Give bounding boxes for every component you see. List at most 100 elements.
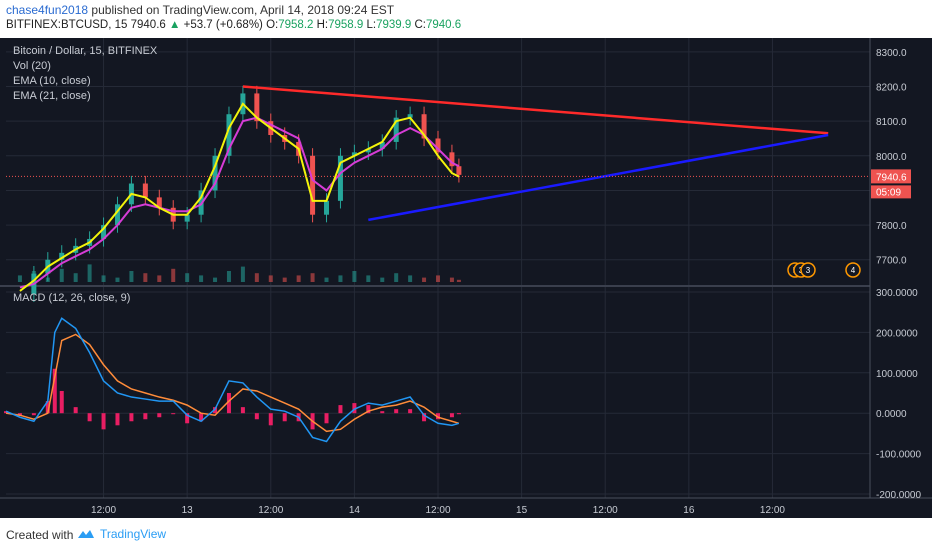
macd-histogram-bar: [52, 368, 57, 414]
volume-bar: [408, 275, 413, 282]
price-change: +53.7 (+0.68%): [183, 19, 263, 31]
candle-body: [337, 155, 343, 201]
macd-histogram-bar: [4, 411, 8, 414]
candle-body: [114, 204, 120, 226]
low-value: 7939.9: [376, 19, 412, 31]
trading-chart[interactable]: 5334 7700.07800.07900.08000.08100.08200.…: [0, 38, 932, 518]
volume-bar: [171, 268, 176, 282]
volume-bar: [394, 273, 399, 282]
chart-area[interactable]: 5334 7700.07800.07900.08000.08100.08200.…: [0, 38, 932, 518]
footer: Created with TradingView: [0, 518, 932, 550]
vol-legend[interactable]: Vol (20): [13, 60, 51, 72]
macd-histogram-bar: [394, 409, 399, 414]
macd-histogram-bar: [352, 403, 357, 414]
time-tick-label: 12:00: [425, 505, 450, 516]
candle-body: [226, 114, 232, 156]
macd-histogram-bar: [213, 407, 218, 414]
chart-title: Bitcoin / Dollar, 15, BITFINEX: [13, 45, 158, 57]
macd-histogram-bar: [456, 413, 461, 415]
candle-body: [142, 183, 148, 198]
candle-body: [449, 152, 455, 167]
volume-bar: [352, 271, 357, 282]
volume-bar: [199, 275, 204, 282]
volume-bar: [268, 275, 273, 282]
candle-body: [421, 114, 427, 139]
publish-text: published on TradingView.com, April 14, …: [91, 3, 395, 17]
volume-bar: [213, 277, 218, 282]
event-badge-count: 3: [806, 266, 811, 275]
time-tick-label: 12:00: [593, 505, 618, 516]
volume-bar: [296, 275, 301, 282]
resistance-trendline: [242, 85, 829, 135]
price-tick-label: 7700.0: [876, 256, 907, 267]
volume-bar: [436, 275, 440, 282]
macd-histogram-bar: [171, 413, 176, 415]
tradingview-logo-icon: [78, 530, 94, 538]
macd-histogram-bar: [408, 409, 413, 414]
ema10-legend[interactable]: EMA (10, close): [13, 75, 91, 87]
volume-bar: [366, 275, 371, 282]
event-badge-count: 4: [851, 266, 856, 275]
support-trendline: [368, 133, 829, 222]
price-tick-label: 8300.0: [876, 48, 907, 59]
candle-body: [456, 166, 462, 175]
macd-histogram-bar: [59, 390, 64, 414]
volume-bar: [254, 273, 259, 282]
time-tick-label: 16: [683, 505, 695, 516]
macd-histogram-bar: [17, 413, 22, 416]
price-tick-label: 8000.0: [876, 152, 907, 163]
volume-bar: [338, 275, 343, 282]
macd-histogram-bar: [282, 413, 287, 422]
close-label: C:: [414, 19, 427, 31]
macd-line: [5, 317, 460, 443]
author-link[interactable]: chase4fun2018: [6, 3, 89, 17]
volume-bar: [310, 273, 315, 282]
macd-histogram-bar: [115, 413, 120, 426]
volume-bar: [449, 277, 454, 282]
macd-histogram-bar: [129, 413, 134, 422]
macd-tick-label: 200.0000: [876, 328, 918, 339]
candle-body: [156, 197, 162, 208]
created-with-label: Created with: [6, 528, 74, 542]
ema10-line: [19, 102, 460, 292]
candle-body: [212, 155, 218, 191]
symbol-label: BITFINEX:BTCUSD, 15: [6, 19, 128, 31]
time-tick-label: 12:00: [91, 505, 116, 516]
ema21-legend[interactable]: EMA (21, close): [13, 90, 91, 102]
last-price: 7940.6: [130, 19, 166, 31]
event-badge: [800, 262, 816, 278]
volume-bar: [143, 273, 148, 282]
publish-info: chase4fun2018 published on TradingView.c…: [6, 3, 394, 17]
macd-histogram-bar: [422, 413, 427, 422]
event-badge: [845, 262, 861, 278]
candle-body: [365, 148, 371, 153]
macd-legend[interactable]: MACD (12, 26, close, 9): [13, 292, 131, 304]
price-tick-label: 8200.0: [876, 83, 907, 94]
volume-bar: [226, 271, 231, 282]
volume-bar: [129, 271, 134, 282]
volume-bar: [185, 273, 190, 282]
countdown-timer: 05:09: [876, 187, 901, 198]
high-value: 7958.9: [328, 19, 364, 31]
macd-histogram-bar: [380, 411, 385, 414]
volume-bar: [324, 277, 329, 282]
close-value: 7940.6: [426, 19, 462, 31]
candle-body: [407, 114, 413, 118]
high-label: H:: [316, 19, 329, 31]
time-tick-label: 12:00: [258, 505, 283, 516]
tradingview-link[interactable]: TradingView: [100, 527, 167, 541]
volume-bar: [157, 275, 162, 282]
macd-histogram-bar: [87, 413, 92, 422]
macd-histogram-bar: [185, 413, 190, 424]
candle-body: [393, 117, 399, 142]
macd-histogram-bar: [143, 413, 148, 420]
candle-body: [324, 200, 330, 215]
candle-body: [351, 152, 357, 156]
volume-bar: [17, 275, 22, 282]
macd-histogram-bar: [436, 413, 440, 420]
volume-bar: [73, 273, 78, 282]
price-tick-label: 8100.0: [876, 117, 907, 128]
macd-tick-label: 100.0000: [876, 369, 918, 380]
macd-histogram-bar: [366, 405, 371, 414]
candle-body: [254, 93, 260, 122]
